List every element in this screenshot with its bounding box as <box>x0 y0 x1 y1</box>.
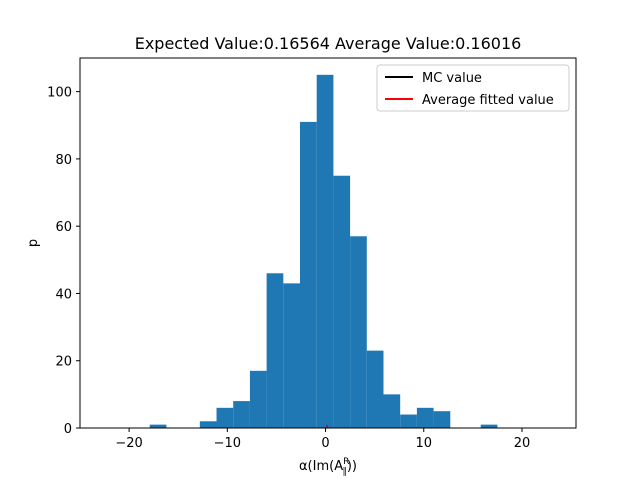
y-tick-label: 0 <box>64 422 72 437</box>
histogram-bar <box>283 283 301 428</box>
bars-group <box>149 74 498 429</box>
x-axis-label-sup: R <box>343 457 349 467</box>
chart-title: Expected Value:0.16564 Average Value:0.1… <box>135 34 522 53</box>
histogram-bar <box>350 236 367 428</box>
x-axis-label-suffix: )) <box>347 459 357 474</box>
x-tick-label: −10 <box>214 436 241 451</box>
x-tick-label: 0 <box>321 436 329 451</box>
plot-frame <box>79 57 577 429</box>
histogram-bar <box>149 424 167 428</box>
legend-label: Average fitted value <box>422 93 554 108</box>
histogram-bar <box>480 424 498 428</box>
x-tick-label: 10 <box>415 436 432 451</box>
histogram-bar <box>233 401 250 428</box>
histogram-bar <box>199 421 217 428</box>
legend: MC value Average fitted value <box>376 64 570 112</box>
histogram-bar <box>383 394 401 428</box>
y-tick-label: 20 <box>55 355 72 370</box>
y-axis-label: p <box>26 239 41 247</box>
x-tick-label: 20 <box>514 436 531 451</box>
x-axis-label-sub: ∥ <box>342 467 347 477</box>
histogram-bar <box>400 414 417 428</box>
y-axis-ticks: 0 20 40 60 80 100 <box>47 86 80 437</box>
x-axis-ticks: −20 −10 0 10 20 <box>115 428 530 451</box>
histogram-bar <box>333 175 351 428</box>
histogram-bar <box>316 74 334 429</box>
x-axis-label-prefix: α(Im(A <box>299 459 343 474</box>
y-tick-label: 40 <box>55 287 72 302</box>
legend-box <box>376 64 570 112</box>
histogram-bar <box>300 121 317 428</box>
x-tick-label: −20 <box>115 436 142 451</box>
histogram-bar <box>416 407 434 428</box>
y-tick-label: 60 <box>55 220 72 235</box>
histogram-bar <box>249 370 267 428</box>
histogram-bar <box>433 411 451 428</box>
histogram-bar <box>366 350 384 428</box>
x-axis-label: α(Im(AR ∥)) <box>299 457 357 477</box>
y-tick-label: 100 <box>47 86 72 101</box>
y-tick-label: 80 <box>55 153 72 168</box>
histogram-bar <box>216 407 234 428</box>
histogram-bar <box>266 273 284 428</box>
legend-label: MC value <box>422 71 482 86</box>
